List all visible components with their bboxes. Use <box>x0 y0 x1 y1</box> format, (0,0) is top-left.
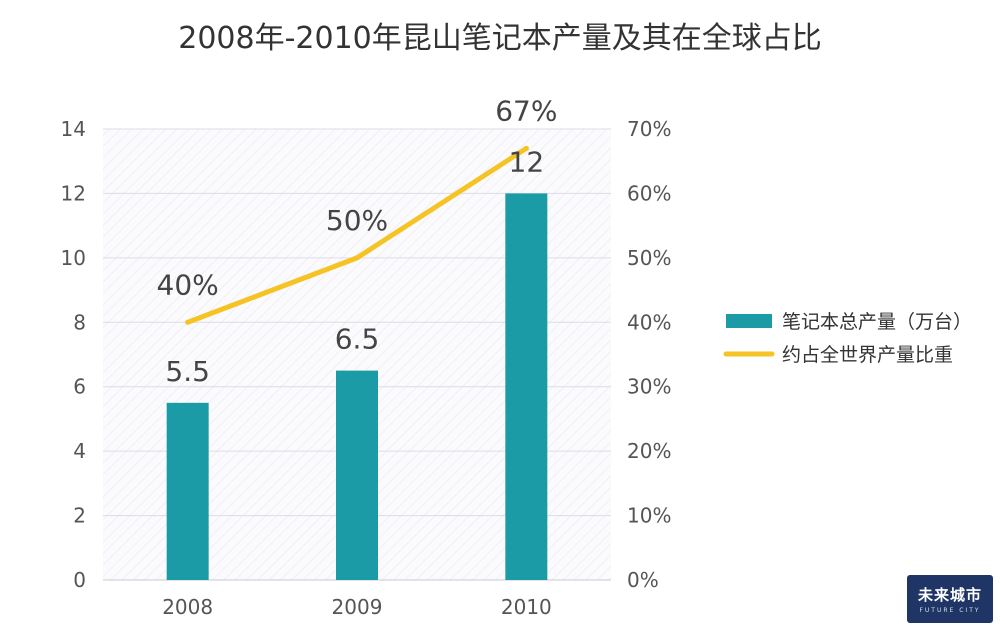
legend-bar-label: 笔记本总产量（万台） <box>782 311 972 333</box>
y-axis-right: 0% 10% 20% 30% 40% 50% 60% 70% <box>627 117 671 592</box>
bar-value-label: 12 <box>509 145 545 178</box>
y-left-tick-label: 4 <box>73 439 86 463</box>
y-right-tick-label: 0% <box>627 568 659 592</box>
legend-line-label: 约占全世界产量比重 <box>782 344 953 366</box>
legend-bar-swatch <box>726 314 772 328</box>
bars <box>166 193 548 580</box>
y-left-tick-label: 2 <box>73 504 86 528</box>
logo-text: 未来城市 <box>917 586 982 604</box>
y-right-tick-label: 60% <box>627 181 671 205</box>
y-right-tick-label: 70% <box>627 117 671 141</box>
bar <box>505 193 548 580</box>
line-value-label: 50% <box>326 204 388 237</box>
line-point <box>185 319 191 325</box>
y-right-tick-label: 30% <box>627 375 671 399</box>
data-labels: 5.5 6.5 12 40% 50% 67% <box>157 94 558 387</box>
logo-subtext: FUTURE CITY <box>919 607 981 614</box>
y-left-tick-label: 6 <box>73 375 86 399</box>
y-right-tick-label: 20% <box>627 439 671 463</box>
y-left-tick-label: 8 <box>73 310 86 334</box>
legend: 笔记本总产量（万台） 约占全世界产量比重 <box>723 311 972 366</box>
chart-title: 2008年-2010年昆山笔记本产量及其在全球占比 <box>178 21 822 56</box>
x-tick-label: 2008 <box>162 595 213 619</box>
x-tick-label: 2010 <box>501 595 552 619</box>
y-right-tick-label: 40% <box>627 310 671 334</box>
y-right-tick-label: 10% <box>627 504 671 528</box>
y-left-tick-label: 10 <box>61 246 86 270</box>
y-left-tick-label: 14 <box>61 117 86 141</box>
bar-value-label: 6.5 <box>335 323 380 356</box>
line-value-label: 67% <box>495 94 557 127</box>
y-axis-left: 0 2 4 6 8 10 12 14 <box>61 117 86 592</box>
line-point <box>354 255 360 261</box>
line-series <box>185 145 529 325</box>
bar <box>336 370 378 580</box>
x-axis: 2008 2009 2010 <box>162 595 552 619</box>
bar <box>166 402 209 580</box>
y-right-tick-label: 50% <box>627 246 671 270</box>
future-city-logo: 未来城市 FUTURE CITY <box>907 575 993 623</box>
x-tick-label: 2009 <box>332 595 383 619</box>
y-left-tick-label: 0 <box>73 568 86 592</box>
bar-value-label: 5.5 <box>165 355 210 388</box>
y-left-tick-label: 12 <box>61 181 86 205</box>
line-point <box>523 145 529 151</box>
line-value-label: 40% <box>157 268 219 301</box>
